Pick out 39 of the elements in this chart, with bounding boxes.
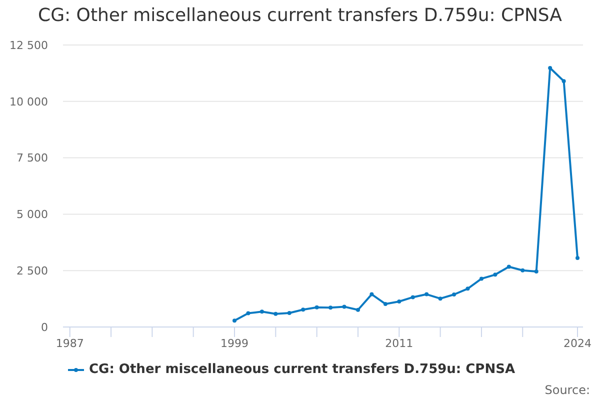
x-tick-label: 2024: [564, 336, 592, 350]
point: [562, 79, 566, 84]
point: [548, 66, 552, 70]
point: [438, 296, 442, 301]
point: [301, 308, 306, 312]
y-tick-label: 10 000: [10, 95, 48, 108]
point: [424, 292, 429, 296]
chart-title: CG: Other miscellaneous current transfers D.759u: CPNSA: [37, 5, 563, 26]
point: [397, 300, 402, 304]
point: [410, 295, 415, 300]
y-tick-label: 12 500: [10, 38, 48, 52]
point: [466, 286, 470, 291]
point: [520, 268, 525, 272]
point: [314, 305, 319, 310]
x-tick-label: 1999: [220, 336, 249, 350]
y-tick-label: 2 500: [16, 264, 48, 278]
y-tick-label: 0: [41, 320, 48, 334]
point: [383, 302, 388, 306]
legend-label: CG: Other miscellaneous current transfers D.759u: CPNSA: [88, 362, 516, 377]
point: [356, 308, 360, 312]
point: [452, 292, 456, 297]
y-tick-label: 7 500: [16, 152, 48, 165]
point: [287, 311, 292, 316]
x-tick-label: 1987: [56, 336, 84, 350]
point: [370, 292, 374, 296]
source-note: Source:: [544, 383, 590, 397]
point: [576, 256, 580, 260]
point: [246, 311, 250, 316]
point: [534, 270, 538, 274]
point: [328, 306, 333, 310]
point: [260, 310, 264, 314]
y-tick-label: 5 000: [16, 208, 48, 222]
point: [493, 272, 498, 277]
point: [274, 312, 278, 316]
point: [232, 318, 237, 323]
point: [342, 304, 346, 309]
x-tick-label: 2011: [385, 336, 414, 350]
point: [506, 264, 511, 269]
point: [479, 276, 484, 281]
